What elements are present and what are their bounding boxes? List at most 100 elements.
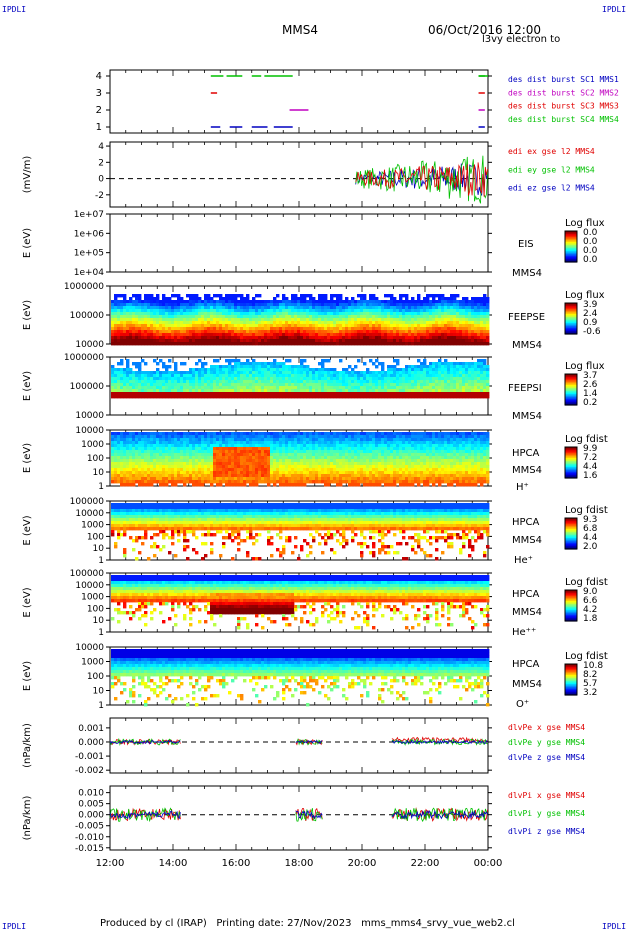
y-axis-label: (nPa/km) <box>22 723 33 768</box>
panel-frame-edi <box>109 141 489 208</box>
corner-mark: IPDLI <box>602 922 627 931</box>
legend-entry: dlvPi y gse MMS4 <box>508 809 585 818</box>
colorbar-segment <box>565 610 577 613</box>
colorbar-segment <box>565 665 577 668</box>
y-tick-label: 1 <box>98 701 104 711</box>
colorbar-segment <box>565 401 577 405</box>
panel-label: He⁺ <box>514 555 533 566</box>
colorbar-frame <box>564 589 578 622</box>
y-tick-label: -0.010 <box>75 833 104 843</box>
colorbar <box>564 446 578 479</box>
colorbar-segment <box>565 254 577 257</box>
colorbar-frame <box>564 373 578 406</box>
y-tick-label: 3 <box>96 88 102 99</box>
spectrogram-feepsi <box>111 359 490 399</box>
y-tick-label: 10000 <box>75 509 104 519</box>
panel-label: MMS4 <box>512 340 542 351</box>
colorbar-segment <box>565 237 577 240</box>
colorbar-segment <box>565 544 577 547</box>
colorbar-segment <box>565 384 577 387</box>
panel-label: HPCA <box>512 589 540 600</box>
colorbar-segment <box>565 521 577 524</box>
y-tick-label: 10 <box>93 687 105 697</box>
colorbar-segment <box>565 600 577 603</box>
panel-overlay-text: l3vy electron to <box>482 34 560 45</box>
colorbar-segment <box>565 378 577 381</box>
y-tick-label: -0.005 <box>75 822 104 832</box>
colorbar-tick-label: 6.6 <box>583 596 598 606</box>
colorbar-tick-label: 0.0 <box>583 237 598 247</box>
colorbar-segment <box>565 679 577 682</box>
y-axis-label: E (eV) <box>22 661 33 691</box>
colorbar-segment <box>565 313 577 316</box>
panel-label: FEEPSE <box>508 312 545 323</box>
spectrogram-hpca_h <box>111 432 490 487</box>
y-tick-label: 1 <box>98 482 104 492</box>
datetime-title: 06/Oct/2016 12:00 <box>428 23 542 37</box>
colorbar-segment <box>565 688 577 691</box>
colorbar-segment <box>565 447 577 450</box>
y-tick-label: 1 <box>98 556 104 566</box>
colorbar-segment <box>565 330 577 334</box>
colorbar-segment <box>565 593 577 596</box>
colorbar-segment <box>565 241 577 244</box>
colorbar-segment <box>565 329 577 332</box>
y-tick-label: -0.015 <box>75 844 104 854</box>
colorbar-tick-label: 4.2 <box>583 605 597 615</box>
colorbar <box>564 517 578 550</box>
colorbar-tick-label: 0.2 <box>583 398 597 408</box>
y-tick-label: 100 <box>87 532 104 542</box>
y-tick-label: 100 <box>87 604 104 614</box>
colorbar-segment <box>565 536 577 539</box>
colorbar-tick-label: 1.4 <box>583 389 598 399</box>
colorbar-tick-label: 7.2 <box>583 453 597 463</box>
colorbar-segment <box>565 392 577 395</box>
colorbar-segment <box>565 671 577 674</box>
colorbar-segment <box>565 596 577 599</box>
colorbar-segment <box>565 617 577 621</box>
y-tick-label: 10 <box>93 616 105 626</box>
x-tick-label: 18:00 <box>285 858 314 869</box>
colorbar-segment <box>565 670 577 673</box>
colorbar-frame <box>564 302 578 335</box>
colorbar-segment <box>565 457 577 460</box>
y-tick-label: 0.005 <box>78 800 104 810</box>
colorbar-segment <box>565 667 577 670</box>
colorbar-segment <box>565 685 577 688</box>
colorbar-tick-label: 3.7 <box>583 371 597 381</box>
panel-label: EIS <box>518 239 534 250</box>
colorbar-segment <box>565 527 577 530</box>
colorbar-tick-label: 1.6 <box>583 471 598 481</box>
y-tick-label: 1000 <box>81 440 104 450</box>
colorbar-segment <box>565 232 577 235</box>
colorbar-segment <box>565 320 577 323</box>
y-tick-label: 0 <box>98 175 104 185</box>
panel-frame-dlvpe <box>109 717 489 774</box>
colorbar-segment <box>565 467 577 470</box>
y-tick-label: 0.000 <box>78 738 104 748</box>
y-tick-label: 10000 <box>75 426 104 436</box>
y-tick-label: 10000 <box>75 581 104 591</box>
colorbar-segment <box>565 258 577 262</box>
dlvpi-series-blue <box>109 809 488 820</box>
y-tick-label: 4 <box>96 71 102 82</box>
colorbar-segment <box>565 398 577 401</box>
colorbar-segment <box>565 456 577 459</box>
y-tick-label: 1000000 <box>64 282 104 292</box>
x-tick-label: 22:00 <box>411 858 440 869</box>
colorbar-segment <box>565 614 577 617</box>
y-axis-label: E (eV) <box>22 228 33 258</box>
colorbar-segment <box>565 238 577 241</box>
colorbar-segment <box>565 542 577 545</box>
colorbar-segment <box>565 603 577 607</box>
legend-entry: dlvPe z gse MMS4 <box>508 753 585 762</box>
colorbar-segment <box>565 545 577 549</box>
legend-entry: dlvPi z gse MMS4 <box>508 827 585 836</box>
colorbar-segment <box>565 459 577 462</box>
colorbar-segment <box>565 323 577 326</box>
colorbar-tick-label: 9.0 <box>583 587 598 597</box>
colorbar-segment <box>565 538 577 541</box>
y-tick-label: -0.002 <box>75 766 104 776</box>
colorbar-segment <box>565 255 577 258</box>
colorbar-frame <box>564 446 578 479</box>
